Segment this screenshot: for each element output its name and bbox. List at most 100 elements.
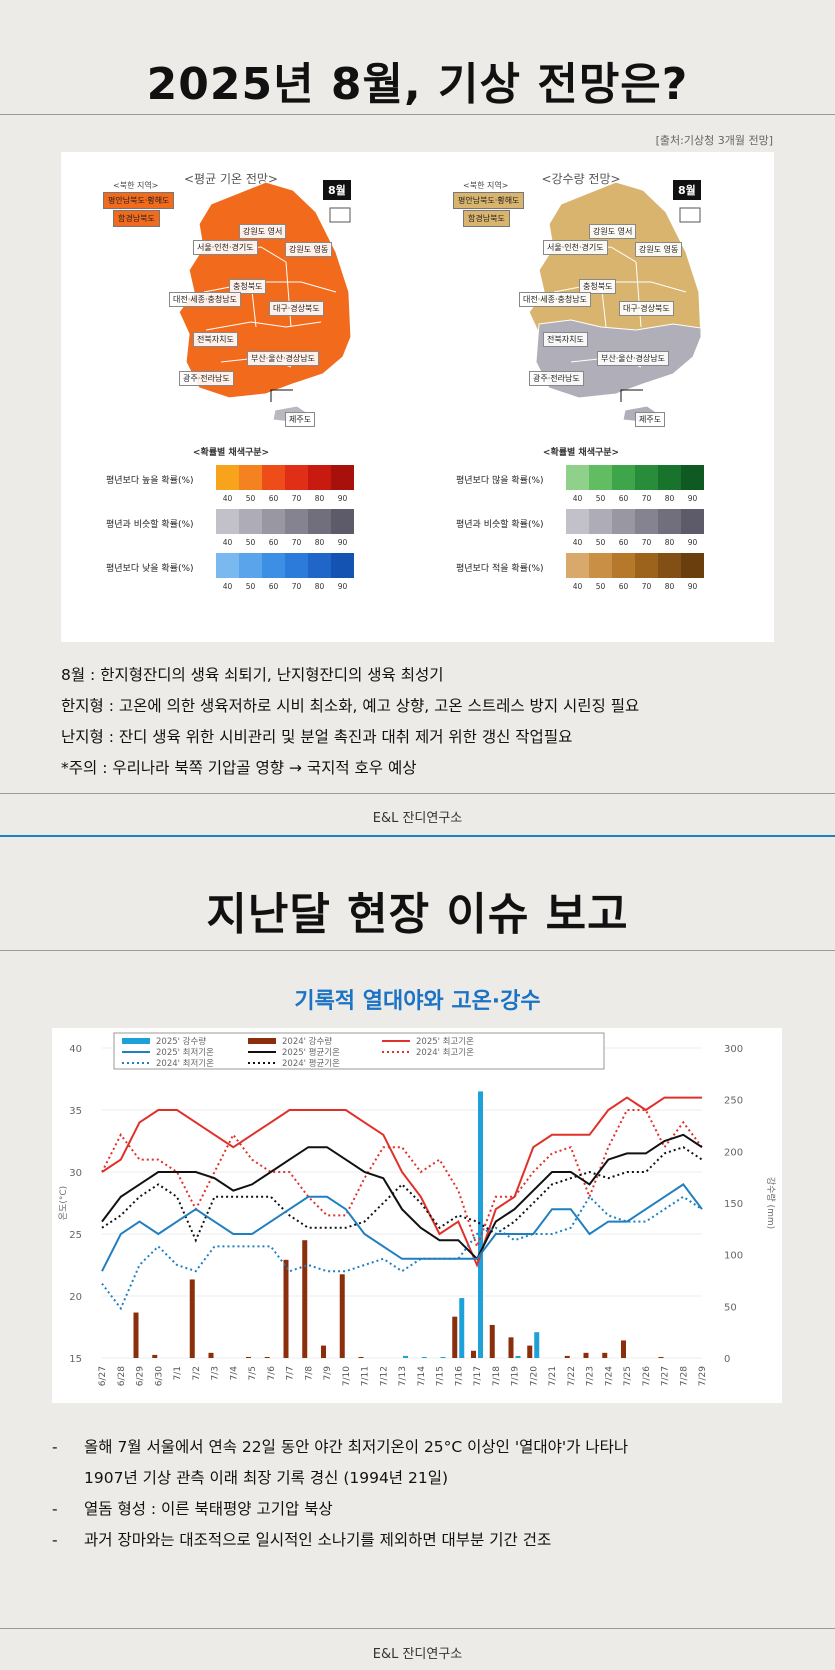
legend-tick: 50 — [245, 582, 256, 591]
y2-tick-label: 100 — [724, 1251, 743, 1262]
temperature-series-line — [101, 1109, 703, 1250]
legend-swatch — [331, 465, 354, 490]
legend-tick: 60 — [618, 494, 629, 503]
legend-label: 2025' 최고기온 — [416, 1036, 474, 1047]
legend-swatch — [681, 509, 704, 534]
y-tick-label: 25 — [69, 1230, 82, 1241]
precip-bar — [534, 1332, 540, 1358]
x-tick-label: 7/28 — [679, 1366, 689, 1386]
legend-swatch — [658, 553, 681, 578]
legend-tick: 90 — [337, 538, 348, 547]
region-label: 광주·전라남도 — [529, 371, 584, 386]
legend-swatch — [658, 509, 681, 534]
precip-bar — [452, 1316, 458, 1358]
nk-region: 평안남북도·황해도 — [103, 192, 175, 209]
precip-bar — [459, 1298, 465, 1358]
legend-tick: 90 — [337, 494, 348, 503]
legend-tick: 40 — [572, 582, 583, 591]
x-tick-label: 7/26 — [642, 1366, 652, 1386]
bullet-text: 올해 7월 서울에서 연속 22일 동안 야간 최저기온이 25°C 이상인 '… — [84, 1438, 629, 1456]
x-tick-label: 7/12 — [379, 1366, 389, 1386]
note-line: *주의 : 우리나라 북쪽 기압골 영향 → 국지적 호우 예상 — [61, 759, 417, 777]
legend-tick: 50 — [595, 538, 606, 547]
precip-bar — [264, 1356, 270, 1358]
legend-swatch — [248, 1038, 276, 1044]
legend-tick: 60 — [618, 538, 629, 547]
y-tick-label: 30 — [69, 1168, 82, 1179]
x-tick-label: 7/10 — [342, 1366, 352, 1386]
legend-label: 평년보다 낮을 확률(%) — [106, 564, 194, 574]
legend-tick: 80 — [314, 538, 325, 547]
legend-title: <확률별 채색구분> — [542, 448, 620, 458]
turf-notes: 8월 : 한지형잔디의 생육 쇠퇴기, 난지형잔디의 생육 최성기 한지형 : … — [61, 660, 781, 784]
precip-bar — [321, 1345, 326, 1358]
x-tick-label: 7/8 — [304, 1366, 314, 1381]
legend-tick: 90 — [687, 582, 698, 591]
x-tick-label: 6/30 — [154, 1366, 164, 1386]
region-label: 강원도 영동 — [635, 242, 683, 257]
legend-swatch — [308, 553, 331, 578]
legend-swatch — [239, 465, 262, 490]
legend-tick: 70 — [291, 494, 302, 503]
legend-label: 2025' 강수량 — [156, 1036, 206, 1047]
legend-tick: 60 — [268, 582, 279, 591]
report-bullets: - 올해 7월 서울에서 연속 22일 동안 야간 최저기온이 25°C 이상인 … — [52, 1432, 792, 1556]
y-tick-label: 35 — [69, 1106, 82, 1117]
y2-tick-label: 250 — [724, 1096, 743, 1107]
x-tick-label: 7/29 — [698, 1366, 708, 1386]
legend-swatches — [216, 509, 354, 534]
x-tick-label: 7/4 — [229, 1366, 239, 1381]
note-line: 8월 : 한지형잔디의 생육 쇠퇴기, 난지형잔디의 생육 최성기 — [61, 666, 444, 684]
bullet-text: 1907년 기상 관측 이래 최장 기록 경신 (1994년 21일) — [84, 1469, 449, 1487]
legend-ticks: 40 50 60 70 80 90 — [216, 494, 354, 503]
legend-tick: 50 — [595, 582, 606, 591]
legend-ticks: 40 50 60 70 80 90 — [566, 582, 704, 591]
legend-ticks: 40 50 60 70 80 90 — [566, 538, 704, 547]
legend-tick: 70 — [641, 494, 652, 503]
legend-swatch — [635, 553, 658, 578]
precip-bar — [208, 1352, 214, 1358]
legend-row: 평년보다 많을 확률(%) 40 50 60 70 80 90 — [411, 465, 751, 505]
temperature-series-line — [101, 1183, 703, 1272]
note-line: 난지형 : 잔디 생육 위한 시비관리 및 분얼 촉진과 대취 제거 위한 갱신… — [61, 728, 573, 746]
bullet-dash: - — [52, 1531, 58, 1549]
footer-brand: E&L 잔디연구소 — [372, 1647, 463, 1662]
section2-title: 지난달 현장 이슈 보고 — [206, 889, 629, 940]
legend-row: 평년보다 높을 확률(%) 40 50 60 70 80 90 — [61, 465, 401, 505]
legend-swatch — [681, 465, 704, 490]
legend-tick: 60 — [268, 494, 279, 503]
region-label: 광주·전라남도 — [179, 371, 234, 386]
precip-bar — [403, 1355, 408, 1358]
region-label: 강원도 영서 — [239, 224, 287, 239]
legend-swatch — [612, 553, 635, 578]
bullet-text: 열돔 형성 : 이른 북태평양 고기압 북상 — [84, 1500, 333, 1518]
x-tick-label: 7/7 — [286, 1366, 296, 1380]
legend-swatch — [589, 465, 612, 490]
legend-swatch — [308, 465, 331, 490]
legend-label: 평년보다 많을 확률(%) — [456, 476, 544, 486]
legend-swatch — [262, 465, 285, 490]
region-label: 충청북도 — [229, 279, 267, 294]
legend-label: 2024' 평균기온 — [282, 1058, 340, 1069]
legend-box — [113, 1032, 605, 1070]
legend-swatches — [216, 465, 354, 490]
precip-bar — [152, 1354, 158, 1358]
region-label: 제주도 — [635, 412, 666, 427]
y2-tick-label: 50 — [724, 1302, 737, 1313]
y2-tick-label: 300 — [724, 1044, 743, 1055]
precip-bar — [515, 1355, 521, 1358]
region-label: 강원도 영서 — [589, 224, 637, 239]
y-tick-label: 15 — [69, 1354, 82, 1365]
legend-tick: 70 — [641, 538, 652, 547]
precip-bar — [283, 1259, 289, 1358]
x-tick-label: 7/20 — [529, 1366, 539, 1386]
legend-title: <확률별 채색구분> — [192, 448, 270, 458]
temperature-series-line — [101, 1133, 703, 1261]
legend-tick: 60 — [268, 538, 279, 547]
legend-row: 평년보다 낮을 확률(%) 40 50 60 70 80 90 — [61, 553, 401, 593]
legend-swatch — [681, 553, 704, 578]
x-tick-label: 7/5 — [248, 1366, 258, 1380]
temperature-series-line — [101, 1096, 702, 1268]
section-divider — [0, 835, 835, 837]
x-tick-label: 7/11 — [361, 1366, 371, 1386]
